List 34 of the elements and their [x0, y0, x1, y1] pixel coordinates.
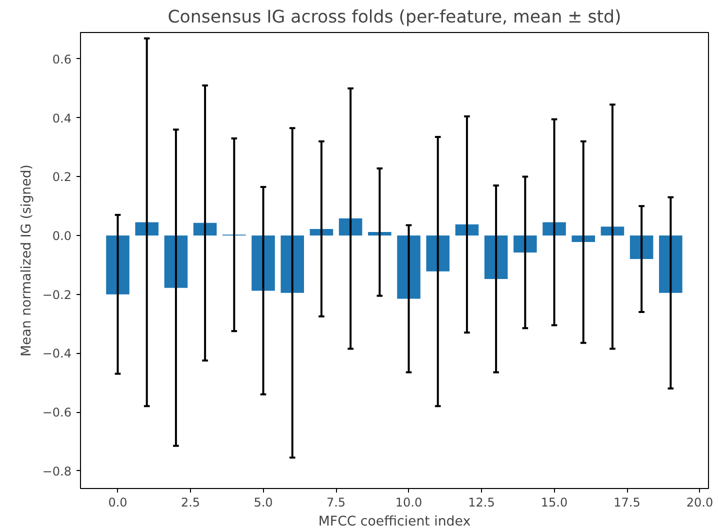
y-tick-label: −0.4 — [42, 346, 72, 361]
x-tick-label: 10.0 — [395, 496, 422, 510]
y-tick-label: −0.8 — [42, 464, 72, 478]
x-tick-label: 17.5 — [614, 496, 640, 510]
y-tick-label: 0.0 — [52, 228, 72, 243]
x-tick-label: 7.5 — [326, 496, 346, 510]
x-tick-label: 5.0 — [254, 496, 273, 510]
x-axis-title: MFCC coefficient index — [318, 514, 471, 530]
chart-title: Consensus IG across folds (per-feature, mean ± std) — [168, 8, 622, 28]
y-tick-label: −0.2 — [42, 288, 72, 302]
bar — [280, 235, 304, 293]
y-tick-label: −0.6 — [42, 406, 72, 420]
bar — [106, 235, 130, 294]
y-tick-label: 0.4 — [52, 111, 72, 126]
x-tick-label: 20.0 — [686, 496, 714, 510]
bar — [368, 232, 392, 236]
x-tick-label: 12.5 — [468, 496, 495, 510]
bar — [542, 222, 566, 236]
bar — [135, 222, 158, 236]
x-tick-label: 0.0 — [108, 496, 128, 510]
bar — [252, 235, 275, 291]
bar — [164, 235, 188, 288]
x-tick-label: 2.5 — [180, 496, 200, 510]
bar — [514, 235, 537, 253]
x-tick-label: 15.0 — [540, 496, 568, 510]
bar — [630, 235, 654, 260]
bar — [426, 235, 450, 272]
y-tick-label: 0.6 — [52, 52, 72, 66]
bar — [572, 235, 596, 242]
bar — [397, 235, 420, 299]
bar — [310, 229, 334, 236]
bar — [659, 235, 682, 293]
y-tick-label: 0.2 — [52, 170, 72, 184]
y-axis-title: Mean normalized IG (signed) — [19, 164, 34, 356]
